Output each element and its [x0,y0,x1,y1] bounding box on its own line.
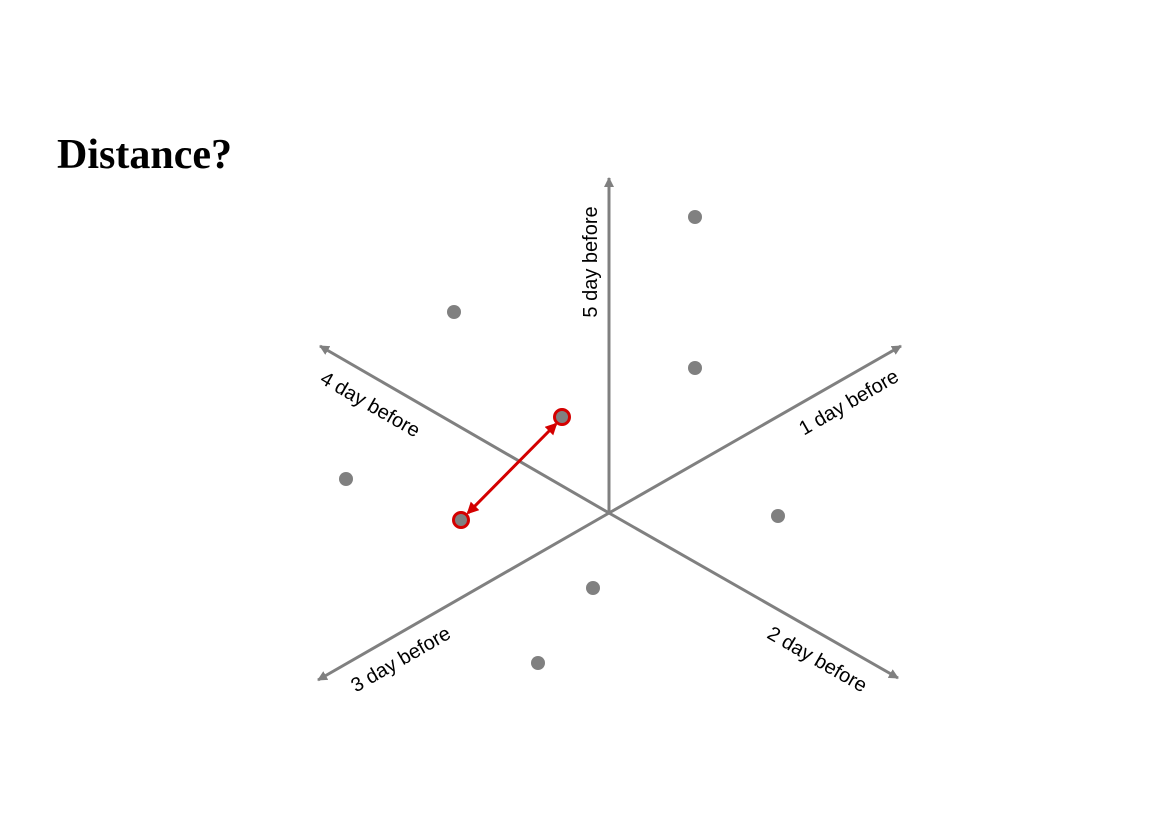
axis-3-day-before [317,511,610,682]
slide-title: Distance? [57,132,232,178]
axis-4-day-before [319,344,610,515]
data-point [771,509,785,523]
axis-label-2-day-before: 2 day before [763,622,870,697]
data-point [531,656,545,670]
axis-label-5-day-before: 5 day before [580,206,602,317]
data-point [688,361,702,375]
distance-arrow [466,422,558,515]
axis-label-4-day-before: 4 day before [316,367,423,442]
data-point [447,305,461,319]
highlighted-point-b [452,511,470,529]
data-point [586,581,600,595]
data-point [339,472,353,486]
axis-1-day-before [608,344,902,515]
data-point [688,210,702,224]
axis-2-day-before [608,511,899,680]
highlighted-point-a [553,408,571,426]
